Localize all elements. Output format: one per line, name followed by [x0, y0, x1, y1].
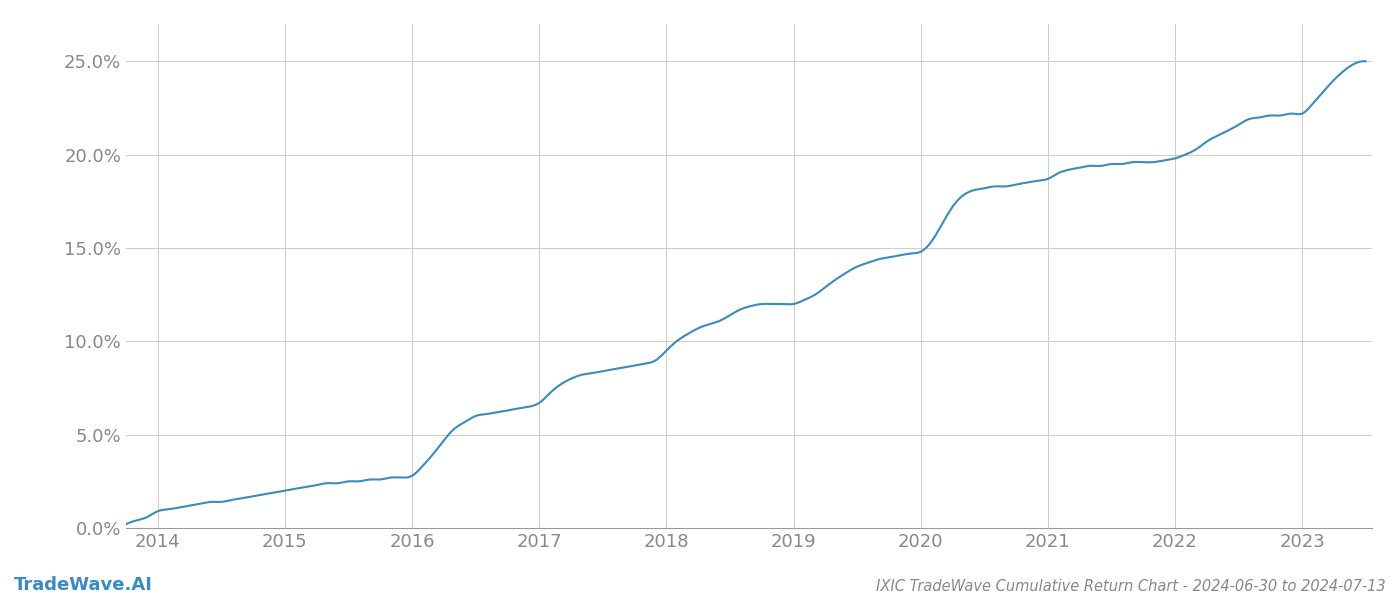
Text: TradeWave.AI: TradeWave.AI	[14, 576, 153, 594]
Text: IXIC TradeWave Cumulative Return Chart - 2024-06-30 to 2024-07-13: IXIC TradeWave Cumulative Return Chart -…	[876, 579, 1386, 594]
